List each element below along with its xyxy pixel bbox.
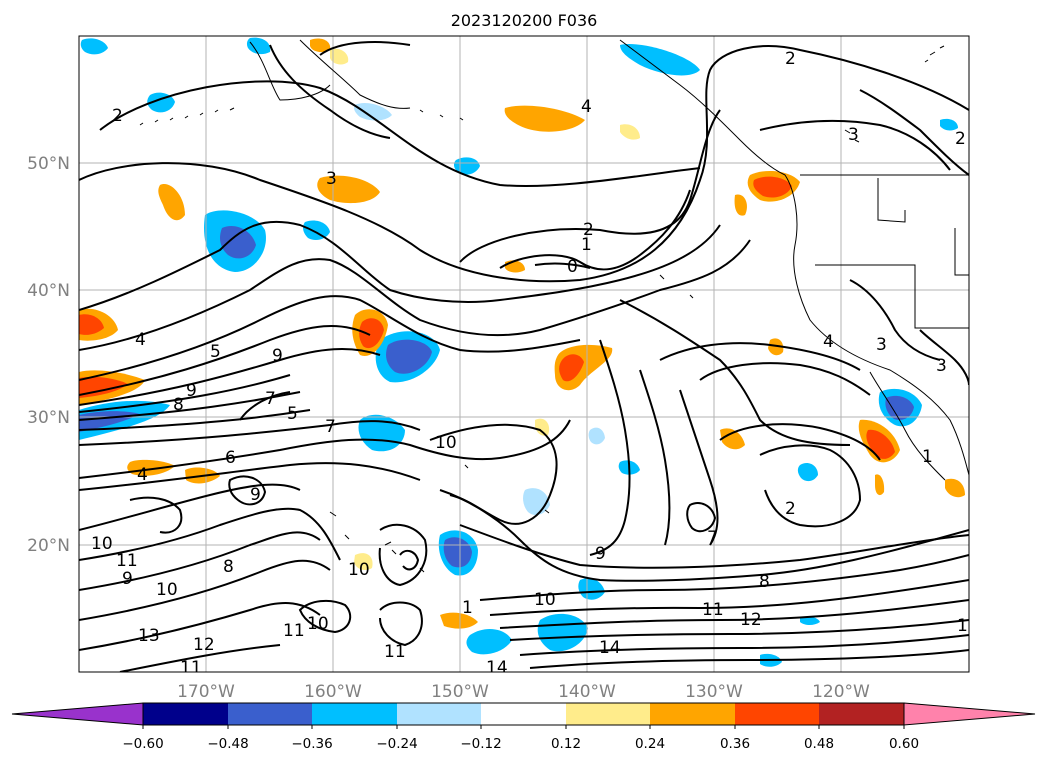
contour-label: 2 — [955, 129, 966, 149]
contour-label: 9 — [250, 485, 261, 505]
latitude-label: 50°N — [27, 154, 70, 174]
contour-label: 9 — [186, 381, 197, 401]
colorbar-segment — [481, 703, 566, 725]
contour-label: 2 — [583, 220, 594, 240]
contour-label: 2 — [785, 499, 796, 519]
contour-label: 11 — [180, 658, 202, 678]
contour-label: 1 — [957, 616, 968, 636]
colorbar-tick-label: 0.36 — [720, 736, 750, 752]
colorbar-segment — [735, 703, 819, 725]
contour-lines — [79, 41, 969, 672]
map-panel: 2 4 3 2 1 0 2 3 2 4 5 9 9 8 7 5 7 6 4 9 — [78, 35, 970, 678]
colorbar-segment — [650, 703, 735, 725]
contour-label: 10 — [534, 590, 556, 610]
longitude-label: 130°W — [685, 682, 743, 702]
contour-label: 3 — [876, 335, 887, 355]
longitude-label: 140°W — [558, 682, 616, 702]
colorbar: −0.60 −0.48 −0.36 −0.24 −0.12 0.12 0.24 … — [11, 702, 1036, 752]
contour-label: 3 — [848, 125, 859, 145]
contour-label: 10 — [348, 560, 370, 580]
contour-label: 13 — [138, 626, 160, 646]
contour-label: 10 — [91, 534, 113, 554]
map-frame — [78, 35, 970, 673]
latitude-label: 40°N — [27, 281, 70, 301]
contour-label: 12 — [740, 610, 762, 630]
contour-label: 2 — [785, 49, 796, 69]
contour-label: 10 — [435, 433, 457, 453]
colorbar-segment — [228, 703, 312, 725]
colorbar-ticks — [142, 725, 905, 729]
contour-label: 4 — [135, 330, 146, 350]
contour-label: 3 — [936, 356, 947, 376]
contour-label: 1 — [462, 598, 473, 618]
latitude-label: 20°N — [27, 536, 70, 556]
contour-label: 8 — [759, 572, 770, 592]
contour-label: 1 — [581, 235, 592, 255]
colorbar-extend-high — [903, 702, 1036, 726]
contour-label: 6 — [225, 448, 236, 468]
shaded-field — [79, 37, 965, 667]
contour-label: 5 — [210, 342, 221, 362]
contour-label: 4 — [137, 465, 148, 485]
contour-label: 9 — [272, 346, 283, 366]
colorbar-tick-label: −0.12 — [460, 736, 501, 752]
contour-label: 9 — [122, 569, 133, 589]
colorbar-tick-label: −0.48 — [207, 736, 248, 752]
contour-label: 0 — [567, 257, 578, 277]
colorbar-frame — [142, 702, 905, 726]
longitude-labels: 170°W 160°W 150°W 140°W 130°W 120°W — [177, 682, 870, 702]
contour-label: 12 — [193, 635, 215, 655]
contour-label: 14 — [599, 638, 621, 658]
contour-label: 9 — [595, 544, 606, 564]
contour-label: 4 — [581, 97, 592, 117]
contour-label: 11 — [702, 600, 724, 620]
colorbar-tick-label: 0.24 — [635, 736, 665, 752]
longitude-label: 120°W — [812, 682, 870, 702]
colorbar-tick-label: 0.12 — [551, 736, 581, 752]
contour-label: 11 — [384, 642, 406, 662]
contour-label: 14 — [486, 658, 508, 678]
contour-label: 8 — [223, 557, 234, 577]
contour-label: 7 — [265, 389, 276, 409]
colorbar-tick-label: −0.36 — [291, 736, 332, 752]
contour-label: 3 — [326, 169, 337, 189]
colorbar-segment — [566, 703, 650, 725]
latitude-label: 30°N — [27, 408, 70, 428]
longitude-label: 150°W — [431, 682, 489, 702]
map-title: 2023120200 F036 — [451, 11, 598, 30]
contour-label: 4 — [823, 332, 834, 352]
colorbar-tick-label: −0.24 — [376, 736, 417, 752]
colorbar-segment — [143, 703, 228, 725]
contour-label: 1 — [922, 447, 933, 467]
colorbar-segment — [397, 703, 481, 725]
latitude-labels: 50°N 40°N 30°N 20°N — [27, 154, 70, 556]
longitude-label: 160°W — [304, 682, 362, 702]
contour-label: 8 — [173, 395, 184, 415]
longitude-label: 170°W — [177, 682, 235, 702]
contour-label: 11 — [116, 551, 138, 571]
colorbar-segment — [819, 703, 904, 725]
contour-label: 10 — [307, 614, 329, 634]
colorbar-tick-label: 0.60 — [889, 736, 919, 752]
contour-label: 2 — [112, 106, 123, 126]
colorbar-tick-label: 0.48 — [804, 736, 834, 752]
colorbar-extend-low — [11, 702, 144, 726]
contour-label: 7 — [707, 528, 718, 548]
contour-label-group: 2 4 3 2 1 0 2 3 2 4 5 9 9 8 7 5 7 6 4 9 — [91, 49, 968, 678]
coastlines — [139, 39, 969, 573]
colorbar-tick-label: −0.60 — [122, 736, 163, 752]
colorbar-segment — [312, 703, 397, 725]
contour-label: 5 — [287, 404, 298, 424]
contour-label: 10 — [156, 580, 178, 600]
contour-label: 7 — [325, 417, 336, 437]
contour-label: 11 — [283, 621, 305, 641]
